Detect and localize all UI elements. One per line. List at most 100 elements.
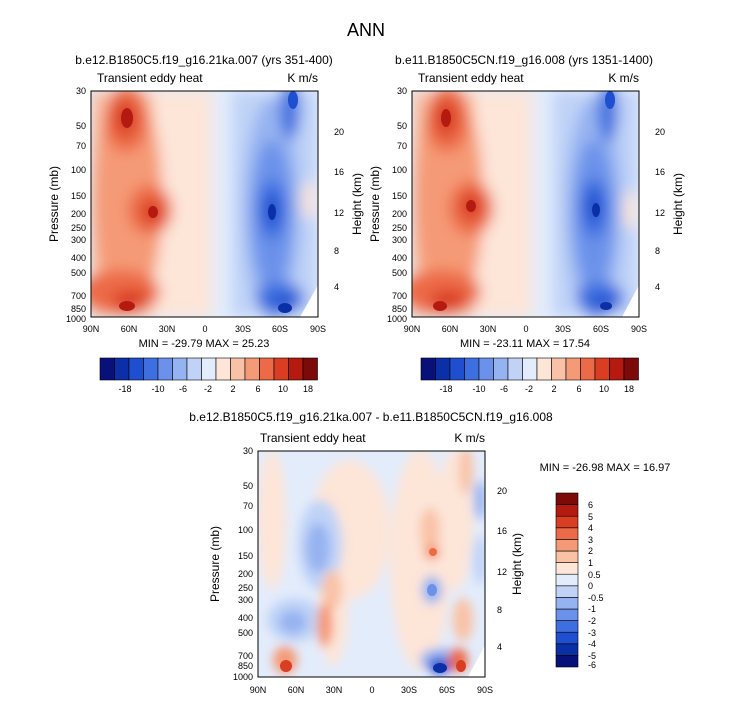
colorbar-bin <box>449 357 465 381</box>
panel-1: b.e12.B1850C5.f19_g16.21ka.007 (yrs 351-… <box>47 53 364 394</box>
pressure-tick-label: 700 <box>392 291 407 301</box>
colorbar-bin <box>259 357 275 381</box>
colorbar-bin <box>609 357 625 381</box>
colorbar-label: 3 <box>588 535 593 545</box>
pressure-tick-label: 500 <box>71 268 86 278</box>
panel-1-colorbar-labels: -18 -10 -6 -2 2 6 10 18 <box>118 384 313 394</box>
pressure-tick-label: 700 <box>238 651 253 661</box>
colorbar-bin <box>555 631 579 645</box>
colorbar-bin <box>478 357 494 381</box>
pressure-tick-label: 400 <box>392 253 407 263</box>
panel-1-height-tick-labels: 20 16 12 8 4 <box>334 127 344 292</box>
figure-title: ANN <box>347 20 385 40</box>
panel-1-height-axis-label: Height (km) <box>350 173 364 235</box>
pressure-tick-label: 150 <box>238 551 253 561</box>
x-tick-label: 30S <box>235 324 251 334</box>
colorbar-label: 18 <box>303 384 313 394</box>
colorbar-bin <box>435 357 451 381</box>
panel-2-right-subtitle: K m/s <box>608 71 639 85</box>
x-tick-label: 90S <box>310 324 326 334</box>
x-tick-label: 60S <box>593 324 609 334</box>
panel-3-colorbar-bins <box>555 492 579 668</box>
colorbar-bin <box>555 655 579 668</box>
colorbar-label: -0.5 <box>588 593 604 603</box>
pressure-tick-label: 50 <box>243 481 253 491</box>
pressure-tick-label: 250 <box>392 223 407 233</box>
panel-2: b.e11.B1850C5CN.f19_g16.008 (yrs 1351-14… <box>368 53 685 394</box>
colorbar-label: 6 <box>255 384 260 394</box>
colorbar-bin <box>555 527 579 540</box>
pressure-tick-label: 850 <box>71 304 86 314</box>
panel-2-height-axis-label: Height (km) <box>671 173 685 235</box>
colorbar-bin <box>623 357 639 381</box>
pressure-tick-label: 1000 <box>387 314 407 324</box>
colorbar-bin <box>594 357 610 381</box>
colorbar-label: 0.5 <box>588 570 601 580</box>
colorbar-bin <box>555 562 579 575</box>
colorbar-bin <box>215 357 231 381</box>
colorbar-label: -3 <box>588 628 596 638</box>
panel-3-right-subtitle: K m/s <box>454 431 485 445</box>
colorbar-bin <box>493 357 509 381</box>
panel-3-height-tick-labels: 20 16 12 8 4 <box>497 486 507 652</box>
height-tick-label: 20 <box>655 127 665 137</box>
height-tick-label: 4 <box>655 282 660 292</box>
colorbar-label: 2 <box>230 384 235 394</box>
height-tick-label: 16 <box>497 526 507 536</box>
x-tick-label: 90N <box>404 324 421 334</box>
colorbar-bin <box>536 357 552 381</box>
colorbar-bin <box>99 357 115 381</box>
pressure-tick-label: 200 <box>392 209 407 219</box>
panel-2-x-tick-labels: 90N 60N 30N 0 30S 60S 90S <box>404 324 647 334</box>
colorbar-label: -6 <box>179 384 187 394</box>
panel-3: b.e12.B1850C5.f19_g16.21ka.007 - b.e11.B… <box>189 410 670 695</box>
colorbar-bin <box>555 597 579 610</box>
x-tick-label: 60S <box>272 324 288 334</box>
colorbar-label: -18 <box>118 384 131 394</box>
colorbar-bin <box>464 357 480 381</box>
colorbar-label: 2 <box>588 546 593 556</box>
colorbar-bin <box>288 357 304 381</box>
x-tick-label: 0 <box>202 324 207 334</box>
panel-3-pressure-tick-labels: 30 50 70 100 150 200 250 300 400 500 700… <box>233 446 253 682</box>
pressure-tick-label: 200 <box>238 569 253 579</box>
panel-2-pressure-axis-label: Pressure (mb) <box>368 166 382 242</box>
colorbar-label: -1 <box>588 604 596 614</box>
pressure-tick-label: 250 <box>71 223 86 233</box>
colorbar-label: -4 <box>588 639 596 649</box>
colorbar-bin <box>273 357 289 381</box>
panel-3-left-subtitle: Transient eddy heat <box>260 431 366 445</box>
colorbar-label: 5 <box>588 512 593 522</box>
colorbar-bin <box>551 357 567 381</box>
colorbar-bin <box>555 492 579 505</box>
colorbar-label: -2 <box>525 384 533 394</box>
colorbar-bin <box>128 357 144 381</box>
panel-2-title: b.e11.B1850C5CN.f19_g16.008 (yrs 1351-14… <box>395 53 653 67</box>
panel-3-x-tick-labels: 90N 60N 30N 0 30S 60S 90S <box>250 685 493 695</box>
height-tick-label: 8 <box>497 605 502 615</box>
colorbar-bin <box>186 357 202 381</box>
colorbar-bin <box>555 620 579 633</box>
colorbar-label: 2 <box>551 384 556 394</box>
pressure-tick-label: 150 <box>392 191 407 201</box>
pressure-tick-label: 30 <box>397 86 407 96</box>
x-tick-label: 30S <box>555 324 571 334</box>
height-tick-label: 12 <box>334 208 344 218</box>
height-tick-label: 4 <box>334 282 339 292</box>
colorbar-label: 6 <box>588 500 593 510</box>
colorbar-label: 6 <box>576 384 581 394</box>
colorbar-label: -6 <box>500 384 508 394</box>
colorbar-label: 4 <box>588 523 593 533</box>
panel-1-contour-field <box>91 91 318 317</box>
pressure-tick-label: 150 <box>71 191 86 201</box>
pressure-tick-label: 50 <box>397 121 407 131</box>
panel-2-colorbar-bins <box>420 357 639 381</box>
height-tick-label: 12 <box>497 567 507 577</box>
x-tick-label: 30N <box>326 685 343 695</box>
pressure-tick-label: 300 <box>238 595 253 605</box>
colorbar-label: -5 <box>588 651 596 661</box>
panel-1-right-subtitle: K m/s <box>287 71 318 85</box>
x-tick-label: 90S <box>631 324 647 334</box>
x-tick-label: 30S <box>401 685 417 695</box>
panel-3-min-max: MIN = -26.98 MAX = 16.97 <box>540 462 671 474</box>
